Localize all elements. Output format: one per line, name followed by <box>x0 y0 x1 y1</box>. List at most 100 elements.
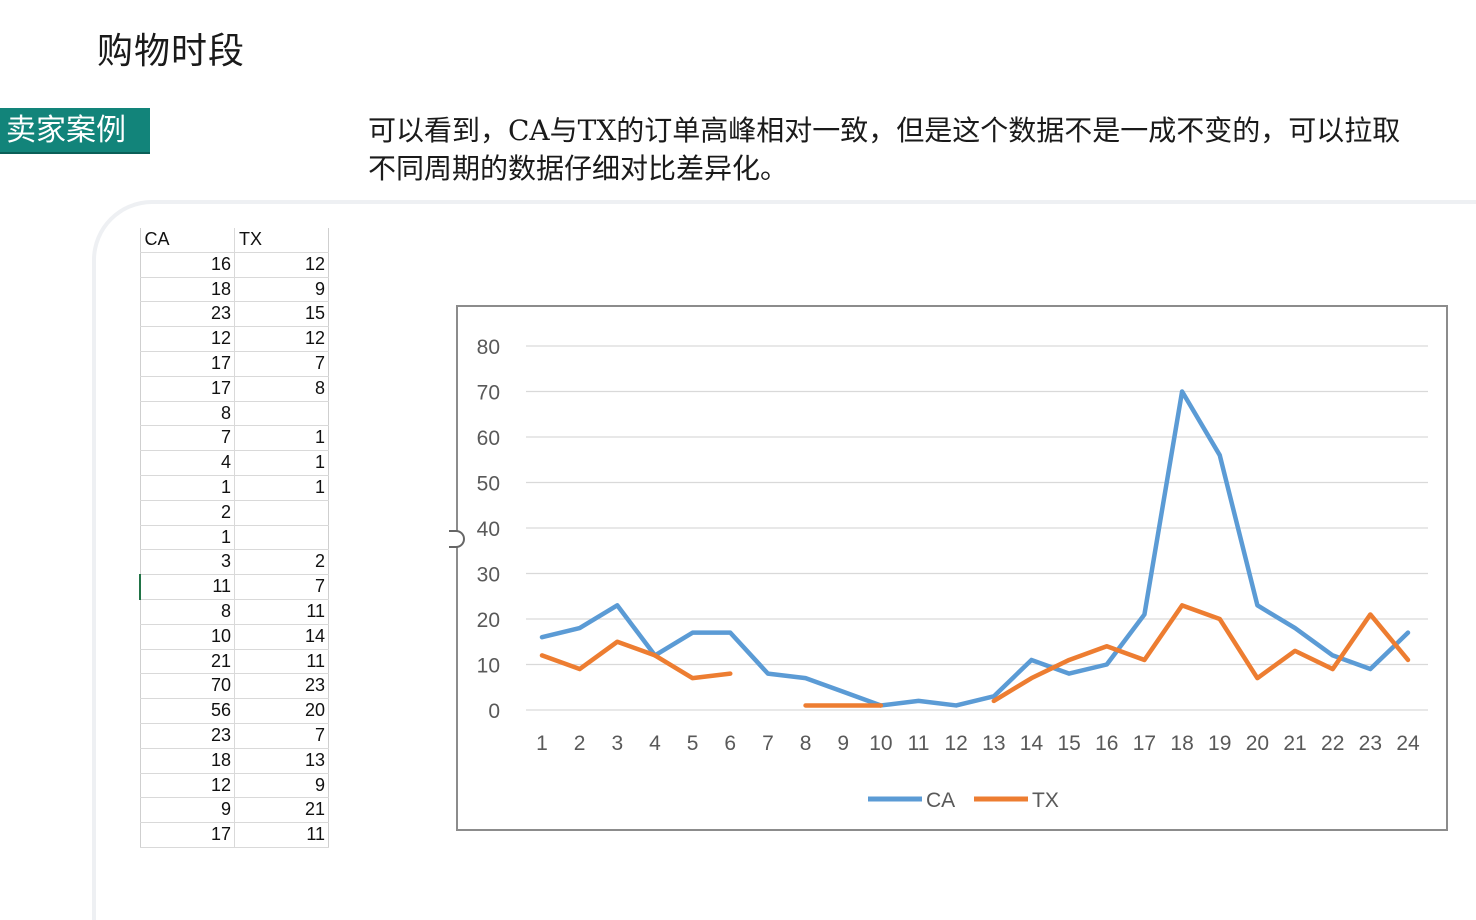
sheet-cell[interactable]: 10 <box>139 624 235 650</box>
sheet-cell[interactable]: 11 <box>234 599 329 625</box>
data-point[interactable] <box>1330 652 1336 658</box>
sheet-cell[interactable]: 11 <box>234 649 329 675</box>
sheet-cell[interactable]: 1 <box>234 425 329 452</box>
data-point[interactable] <box>840 702 846 708</box>
data-point[interactable] <box>991 698 997 704</box>
data-point[interactable] <box>652 652 658 658</box>
sheet-cell[interactable]: 13 <box>234 748 329 774</box>
sheet-cell[interactable] <box>234 525 329 551</box>
data-point[interactable] <box>1367 666 1373 672</box>
data-point[interactable] <box>803 675 809 681</box>
line-chart[interactable]: 0 10 20 30 40 50 60 70 80 1 2 3 4 5 6 7 8 9 10 11 12 13 14 15 16… <box>456 305 1448 831</box>
sheet-cell[interactable]: 1 <box>139 525 235 551</box>
sheet-row: 8 11 <box>139 599 329 625</box>
data-point[interactable] <box>614 602 620 608</box>
data-point[interactable] <box>1066 657 1072 663</box>
sheet-cell[interactable]: 9 <box>234 773 329 799</box>
data-point[interactable] <box>1254 675 1260 681</box>
sheet-cell[interactable]: 8 <box>139 401 235 427</box>
sheet-cell[interactable]: 56 <box>139 698 235 724</box>
data-point[interactable] <box>1217 616 1223 622</box>
sheet-cell[interactable] <box>234 500 329 526</box>
data-point[interactable] <box>1066 671 1072 677</box>
sheet-header-cell[interactable]: CA <box>139 228 235 253</box>
data-point[interactable] <box>1367 611 1373 617</box>
data-point[interactable] <box>577 666 583 672</box>
data-point[interactable] <box>577 625 583 631</box>
data-point[interactable] <box>1179 602 1185 608</box>
sheet-cell[interactable]: 17 <box>139 351 235 377</box>
sheet-cell[interactable]: 16 <box>139 252 235 278</box>
sheet-cell[interactable]: 12 <box>139 773 235 799</box>
data-point[interactable] <box>690 630 696 636</box>
sheet-cell[interactable]: 11 <box>139 574 235 600</box>
sheet-cell[interactable]: 18 <box>139 277 235 303</box>
data-point[interactable] <box>539 652 545 658</box>
sheet-cell[interactable]: 4 <box>139 450 235 476</box>
data-point[interactable] <box>953 702 959 708</box>
sheet-cell[interactable]: 23 <box>234 673 329 700</box>
sheet-cell[interactable]: 15 <box>234 301 329 328</box>
data-point[interactable] <box>1330 666 1336 672</box>
data-point[interactable] <box>727 671 733 677</box>
series-line-tx[interactable] <box>539 639 733 681</box>
data-point[interactable] <box>1141 611 1147 617</box>
data-point[interactable] <box>916 698 922 704</box>
sheet-cell[interactable]: 21 <box>139 649 235 675</box>
sheet-cell[interactable]: 21 <box>234 797 329 824</box>
sheet-cell[interactable]: 2 <box>234 549 329 576</box>
sheet-cell[interactable]: 70 <box>139 673 235 700</box>
sheet-cell[interactable]: 1 <box>234 475 329 501</box>
sheet-cell[interactable]: 8 <box>234 376 329 402</box>
sheet-cell[interactable]: 2 <box>139 500 235 526</box>
sheet-cell[interactable]: 18 <box>139 748 235 774</box>
data-point[interactable] <box>1405 630 1411 636</box>
resize-handle[interactable] <box>449 530 465 548</box>
data-point[interactable] <box>1254 602 1260 608</box>
sheet-cell[interactable]: 7 <box>139 425 235 452</box>
data-point[interactable] <box>1405 657 1411 663</box>
data-point[interactable] <box>765 671 771 677</box>
sheet-cell[interactable]: 12 <box>139 326 235 352</box>
data-point[interactable] <box>690 675 696 681</box>
series-line-tx[interactable] <box>991 603 1411 704</box>
sheet-header-cell[interactable]: TX <box>234 228 329 253</box>
data-point[interactable] <box>727 630 733 636</box>
sheet-cell[interactable]: 9 <box>139 797 235 824</box>
sheet-cell[interactable]: 1 <box>234 450 329 476</box>
sheet-cell[interactable]: 9 <box>234 277 329 303</box>
sheet-cell[interactable]: 7 <box>234 574 329 600</box>
sheet-cell[interactable]: 7 <box>234 351 329 377</box>
series-line-ca[interactable] <box>539 389 1411 708</box>
sheet-cell[interactable] <box>234 401 329 427</box>
sheet-cell[interactable]: 23 <box>139 723 235 749</box>
sheet-cell[interactable]: 1 <box>139 475 235 501</box>
sheet-cell[interactable]: 8 <box>139 599 235 625</box>
data-point[interactable] <box>1179 389 1185 395</box>
data-point[interactable] <box>1028 675 1034 681</box>
data-point[interactable] <box>1104 643 1110 649</box>
data-point[interactable] <box>1104 662 1110 668</box>
sheet-cell[interactable]: 7 <box>234 723 329 749</box>
sheet-cell[interactable]: 23 <box>139 301 235 328</box>
data-point[interactable] <box>614 639 620 645</box>
data-point[interactable] <box>803 702 809 708</box>
sheet-row: 21 11 <box>139 649 329 675</box>
sheet-cell[interactable]: 17 <box>139 822 235 848</box>
data-point[interactable] <box>1217 452 1223 458</box>
sheet-cell[interactable]: 14 <box>234 624 329 650</box>
sheet-cell[interactable]: 17 <box>139 376 235 402</box>
sheet-cell[interactable]: 12 <box>234 326 329 352</box>
data-point[interactable] <box>1141 657 1147 663</box>
sheet-cell[interactable]: 11 <box>234 822 329 848</box>
data-point[interactable] <box>878 702 884 708</box>
data-point[interactable] <box>840 689 846 695</box>
sheet-cell[interactable]: 12 <box>234 252 329 278</box>
sheet-cell[interactable]: 20 <box>234 698 329 724</box>
data-point[interactable] <box>1292 625 1298 631</box>
sheet-row: 23 15 <box>139 301 329 328</box>
data-point[interactable] <box>1028 657 1034 663</box>
data-point[interactable] <box>1292 648 1298 654</box>
data-point[interactable] <box>539 634 545 640</box>
sheet-cell[interactable]: 3 <box>139 549 235 576</box>
